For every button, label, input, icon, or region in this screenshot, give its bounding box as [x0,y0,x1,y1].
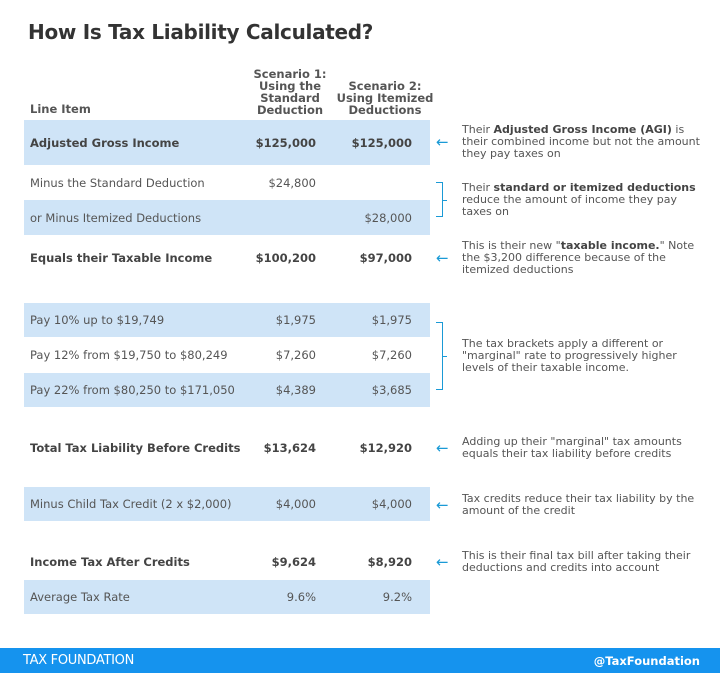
row-label: Pay 10% up to $19,749 [30,313,165,327]
arrow-left-icon: ← [436,133,449,151]
row-label: Equals their Taxable Income [30,251,213,265]
bracket-icon [436,182,447,217]
note-deductions: Their standard or itemized deductions re… [462,182,702,218]
scenario-2-value: $3,685 [371,383,412,397]
scenario-2-value: $12,920 [359,441,412,455]
table-row: Pay 12% from $19,750 to $80,249 $7,260 $… [24,337,430,373]
table-row: Minus Child Tax Credit (2 x $2,000) $4,0… [24,487,430,521]
note-text: reduce the amount of income they pay tax… [462,193,677,218]
page-title: How Is Tax Liability Calculated? [28,20,374,44]
scenario-1-value: $13,624 [263,441,316,455]
table-row: Equals their Taxable Income $100,200 $97… [24,238,430,278]
header-line: Using the [258,79,322,93]
brand-logo: TAX FOUNDATION [23,653,135,668]
table-row: Average Tax Rate 9.6% 9.2% [24,580,430,614]
header-line: Deduction [256,103,324,117]
arrow-left-icon: ← [436,439,449,457]
scenario-2-value: $8,920 [367,555,412,569]
row-label: Total Tax Liability Before Credits [30,441,241,455]
table-row: Adjusted Gross Income $125,000 $125,000 [24,120,430,165]
header-line: Standard [260,91,320,105]
scenario-2-value: $7,260 [371,348,412,362]
scenario-2-value: $4,000 [371,497,412,511]
note-brackets: The tax brackets apply a different or "m… [462,337,677,374]
note-bold: taxable income. [560,239,660,252]
row-label: Income Tax After Credits [30,555,190,569]
table-row: Income Tax After Credits $9,624 $8,920 [24,544,430,580]
header-line: Using Itemized [336,91,434,105]
scenario-2-value: $28,000 [364,210,412,225]
scenario-1-value: $9,624 [271,555,316,569]
note-text: Their [462,123,494,136]
row-label: Adjusted Gross Income [30,135,180,150]
header-line: Scenario 1: [253,67,327,81]
row-label: Average Tax Rate [30,590,130,604]
note-text: is their combined income but not the amo… [462,123,700,160]
note-total: Adding up their "marginal" tax amounts e… [462,435,682,460]
scenario-1-value: $100,200 [255,251,316,265]
header-scenario-2: Scenario 2: Using Itemized Deductions [335,80,435,116]
table-row: or Minus Itemized Deductions $28,000 [24,200,430,235]
row-label: Pay 22% from $80,250 to $171,050 [30,383,235,397]
note-bold: standard or itemized deductions [493,181,696,194]
table-row: Pay 10% up to $19,749 $1,975 $1,975 [24,303,430,337]
scenario-2-value: $1,975 [371,313,412,327]
note-text: Their [462,181,494,194]
note-text: " Note the $3,200 difference because of … [462,239,695,276]
footer-bar: TAX FOUNDATION @TaxFoundation [0,648,720,673]
scenario-1-value: $24,800 [268,176,316,190]
row-label: or Minus Itemized Deductions [30,210,202,225]
table-row: Total Tax Liability Before Credits $13,6… [24,430,430,466]
note-credits: Tax credits reduce their tax liability b… [462,492,695,517]
bracket-icon [436,322,447,390]
scenario-1-value: 9.6% [286,590,316,604]
arrow-left-icon: ← [436,249,449,267]
row-label: Pay 12% from $19,750 to $80,249 [30,348,228,362]
scenario-2-value: $125,000 [351,135,412,150]
scenario-1-value: $7,260 [275,348,316,362]
note-agi: Their Adjusted Gross Income (AGI) is the… [462,124,702,160]
scenario-2-value: $97,000 [359,251,412,265]
scenario-1-value: $1,975 [275,313,316,327]
scenario-1-value: $125,000 [255,135,316,150]
note-final: This is their final tax bill after takin… [462,549,691,574]
arrow-left-icon: ← [436,496,449,514]
note-bold: Adjusted Gross Income (AGI) [493,123,672,136]
row-label: Minus the Standard Deduction [30,176,205,190]
table-row: Pay 22% from $80,250 to $171,050 $4,389 … [24,373,430,407]
arrow-left-icon: ← [436,553,449,571]
note-text: This is their new " [462,239,561,252]
scenario-1-value: $4,000 [275,497,316,511]
row-label: Minus Child Tax Credit (2 x $2,000) [30,497,232,511]
scenario-2-value: 9.2% [382,590,412,604]
header-line-item: Line Item [30,102,91,116]
note-taxable: This is their new "taxable income." Note… [462,240,702,276]
twitter-handle: @TaxFoundation [593,654,700,668]
scenario-1-value: $4,389 [275,383,316,397]
header-scenario-1: Scenario 1: Using the Standard Deduction [250,68,330,116]
header-line: Scenario 2: [348,79,422,93]
header-line: Deductions [348,103,422,117]
table-row: Minus the Standard Deduction $24,800 [24,166,430,200]
